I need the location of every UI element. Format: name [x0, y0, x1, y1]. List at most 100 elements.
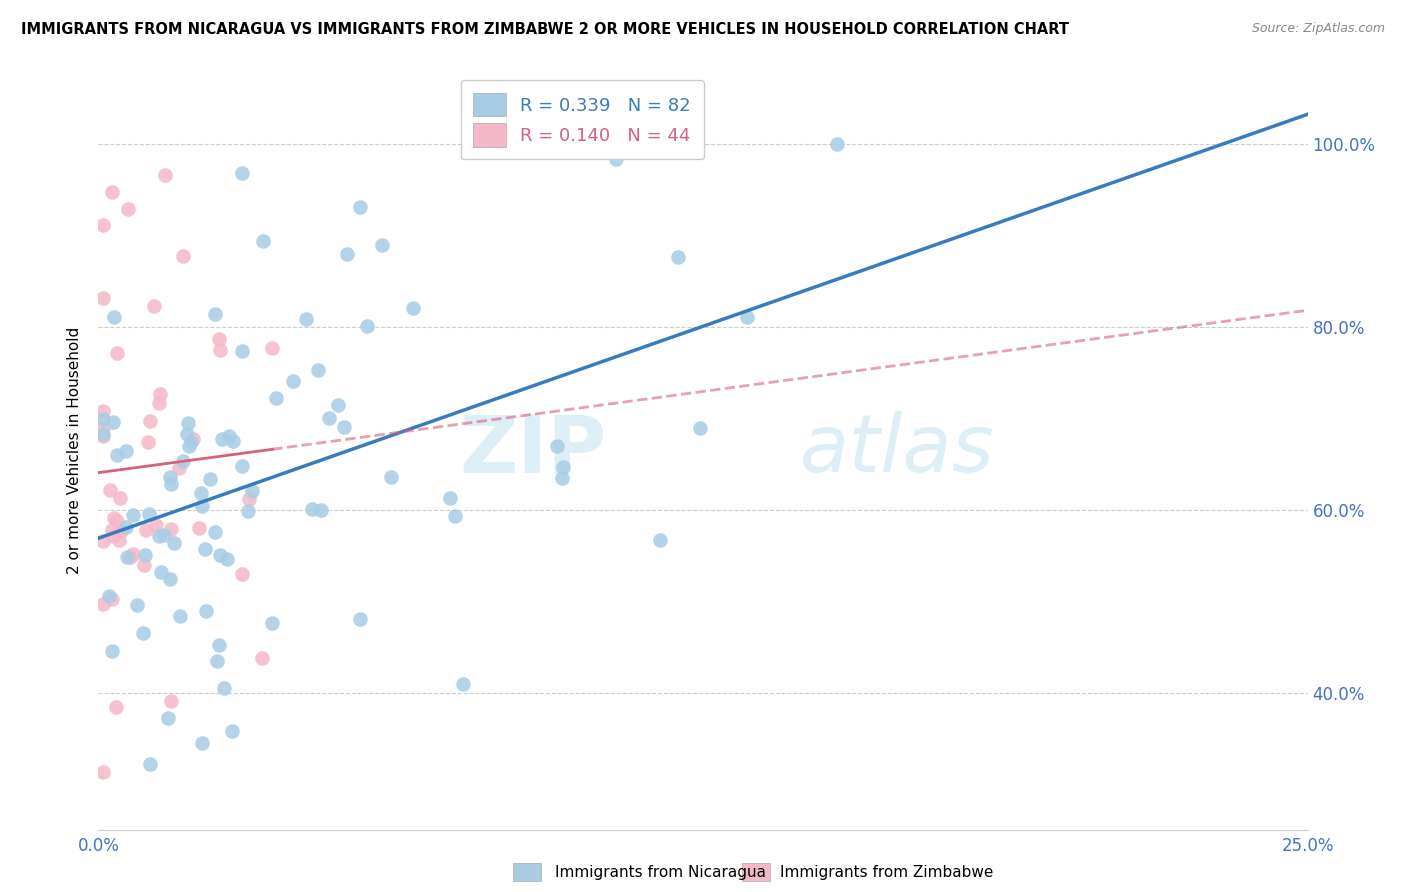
- Point: [264, 391, 287, 405]
- Point: [238, 491, 260, 506]
- Text: atlas: atlas: [800, 411, 994, 490]
- Point: [194, 541, 217, 556]
- Point: [648, 533, 671, 547]
- Point: [231, 344, 253, 359]
- Point: [138, 507, 160, 521]
- Point: [114, 444, 136, 458]
- Point: [439, 491, 461, 506]
- Point: [240, 483, 263, 498]
- Text: Immigrants from Zimbabwe: Immigrants from Zimbabwe: [780, 865, 994, 880]
- Point: [326, 398, 349, 412]
- Point: [218, 429, 240, 443]
- Text: IMMIGRANTS FROM NICARAGUA VS IMMIGRANTS FROM ZIMBABWE 2 OR MORE VEHICLES IN HOUS: IMMIGRANTS FROM NICARAGUA VS IMMIGRANTS …: [21, 22, 1069, 37]
- Point: [115, 549, 138, 564]
- Point: [453, 677, 475, 691]
- Point: [115, 520, 138, 534]
- Point: [349, 200, 371, 214]
- Point: [91, 412, 114, 426]
- Point: [252, 234, 274, 248]
- Point: [180, 435, 202, 450]
- Point: [105, 448, 128, 462]
- Y-axis label: 2 or more Vehicles in Household: 2 or more Vehicles in Household: [67, 326, 83, 574]
- Point: [198, 472, 221, 486]
- Point: [668, 250, 690, 264]
- Point: [307, 363, 329, 377]
- Point: [100, 643, 122, 657]
- Point: [370, 237, 392, 252]
- Point: [222, 434, 245, 448]
- Text: Source: ZipAtlas.com: Source: ZipAtlas.com: [1251, 22, 1385, 36]
- Point: [605, 152, 627, 166]
- Point: [208, 638, 231, 652]
- Point: [169, 461, 191, 475]
- Point: [118, 550, 141, 565]
- Point: [91, 427, 114, 442]
- Point: [159, 522, 181, 536]
- Point: [153, 168, 176, 182]
- Point: [156, 711, 179, 725]
- Point: [187, 521, 209, 535]
- Point: [211, 432, 233, 446]
- Point: [262, 615, 284, 630]
- Point: [91, 420, 114, 434]
- Point: [136, 435, 159, 450]
- Point: [546, 439, 568, 453]
- Point: [148, 396, 170, 410]
- Text: Immigrants from Nicaragua: Immigrants from Nicaragua: [555, 865, 766, 880]
- Point: [208, 343, 231, 357]
- Point: [159, 470, 181, 484]
- Point: [177, 416, 200, 430]
- Point: [149, 565, 172, 579]
- Point: [105, 514, 128, 528]
- Point: [101, 528, 124, 542]
- Point: [98, 589, 121, 603]
- Point: [135, 523, 157, 537]
- Point: [194, 604, 217, 618]
- Point: [91, 597, 114, 611]
- Point: [134, 548, 156, 562]
- Point: [281, 374, 304, 388]
- Point: [177, 439, 200, 453]
- Point: [231, 166, 253, 180]
- Point: [217, 552, 239, 566]
- Point: [160, 476, 183, 491]
- Point: [333, 420, 356, 434]
- Point: [101, 591, 124, 606]
- Point: [159, 572, 181, 586]
- Point: [149, 386, 172, 401]
- Point: [294, 312, 316, 326]
- Point: [191, 736, 214, 750]
- Point: [148, 529, 170, 543]
- Point: [101, 185, 124, 199]
- Point: [735, 310, 758, 324]
- Point: [236, 504, 259, 518]
- Point: [160, 693, 183, 707]
- Point: [108, 491, 131, 505]
- Point: [91, 291, 114, 305]
- Point: [209, 548, 232, 562]
- Point: [250, 650, 273, 665]
- Point: [172, 249, 194, 263]
- Point: [443, 509, 465, 524]
- Text: ZIP: ZIP: [458, 411, 606, 490]
- Point: [142, 300, 165, 314]
- Point: [122, 508, 145, 522]
- Point: [110, 524, 132, 539]
- Point: [204, 524, 226, 539]
- Point: [356, 318, 378, 333]
- Point: [91, 428, 114, 442]
- Point: [163, 536, 186, 550]
- Point: [91, 764, 114, 779]
- Point: [91, 534, 114, 549]
- Point: [212, 681, 235, 695]
- Point: [91, 404, 114, 418]
- Point: [190, 486, 212, 500]
- Point: [318, 411, 340, 425]
- Point: [121, 547, 143, 561]
- Point: [231, 567, 253, 582]
- Point: [204, 307, 226, 321]
- Point: [153, 527, 176, 541]
- Point: [98, 483, 121, 498]
- Legend: R = 0.339   N = 82, R = 0.140   N = 44: R = 0.339 N = 82, R = 0.140 N = 44: [461, 80, 703, 160]
- Point: [181, 433, 204, 447]
